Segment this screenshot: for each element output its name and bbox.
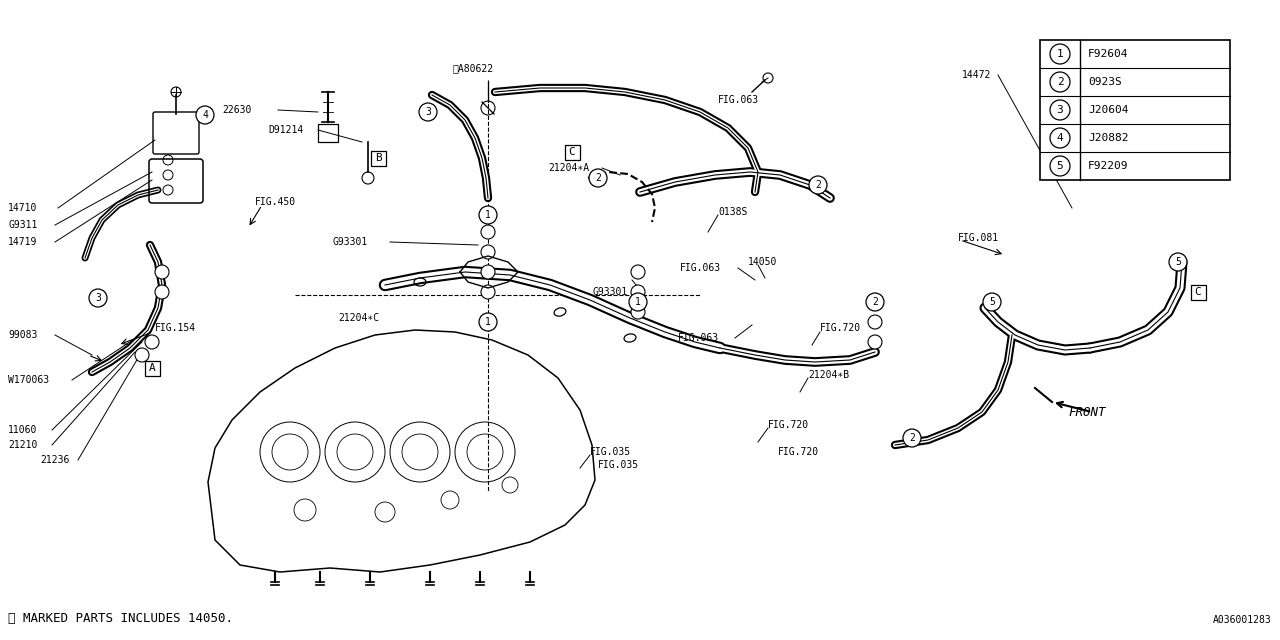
Text: J20604: J20604 (1088, 105, 1129, 115)
Text: FIG.154: FIG.154 (155, 323, 196, 333)
Text: F92209: F92209 (1088, 161, 1129, 171)
Text: A036001283: A036001283 (1213, 615, 1272, 625)
Text: 14719: 14719 (8, 237, 37, 247)
Bar (1190, 285, 1206, 300)
Circle shape (196, 106, 214, 124)
Text: 5: 5 (1056, 161, 1064, 171)
Text: G9311: G9311 (8, 220, 37, 230)
Text: 1: 1 (1056, 49, 1064, 59)
Text: A: A (148, 363, 155, 373)
Text: 11060: 11060 (8, 425, 37, 435)
Text: FIG.081: FIG.081 (957, 233, 1000, 243)
Text: FIG.720: FIG.720 (820, 323, 861, 333)
Text: B: B (375, 153, 381, 163)
Circle shape (628, 293, 646, 311)
Text: 21204∗B: 21204∗B (808, 370, 849, 380)
Text: FIG.063: FIG.063 (718, 95, 759, 105)
Text: 2: 2 (872, 297, 878, 307)
Circle shape (481, 245, 495, 259)
Text: F92604: F92604 (1088, 49, 1129, 59)
Text: 1: 1 (635, 297, 641, 307)
Text: FIG.720: FIG.720 (778, 447, 819, 457)
Circle shape (1050, 128, 1070, 148)
Bar (370, 150, 385, 166)
Text: 2: 2 (909, 433, 915, 443)
Text: 21210: 21210 (8, 440, 37, 450)
Text: G93301: G93301 (593, 287, 627, 297)
Text: 22630: 22630 (221, 105, 251, 115)
Text: FIG.063: FIG.063 (680, 263, 721, 273)
Circle shape (134, 348, 148, 362)
Text: FIG.720: FIG.720 (768, 420, 809, 430)
Circle shape (1050, 72, 1070, 92)
Text: 3: 3 (425, 107, 431, 117)
Text: 1: 1 (485, 210, 492, 220)
Circle shape (631, 265, 645, 279)
Text: 21204∗A: 21204∗A (548, 163, 589, 173)
Circle shape (90, 289, 108, 307)
Bar (145, 360, 160, 376)
Bar (317, 124, 338, 142)
Circle shape (809, 176, 827, 194)
Text: 5: 5 (989, 297, 995, 307)
Circle shape (1050, 44, 1070, 64)
Text: 4: 4 (1056, 133, 1064, 143)
Circle shape (868, 315, 882, 329)
Text: 4: 4 (202, 110, 207, 120)
Text: 3: 3 (1056, 105, 1064, 115)
Text: 99083: 99083 (8, 330, 37, 340)
Text: D91214: D91214 (268, 125, 303, 135)
Text: 14472: 14472 (963, 70, 992, 80)
Text: C: C (1194, 287, 1202, 297)
Circle shape (481, 285, 495, 299)
Text: 5: 5 (1175, 257, 1181, 267)
Circle shape (481, 225, 495, 239)
Circle shape (481, 265, 495, 279)
Text: 14710: 14710 (8, 203, 37, 213)
Circle shape (868, 335, 882, 349)
Text: 21204∗C: 21204∗C (338, 313, 379, 323)
Text: W170063: W170063 (8, 375, 49, 385)
Text: 21236: 21236 (40, 455, 69, 465)
Text: 0923S: 0923S (1088, 77, 1121, 87)
Text: FIG.063: FIG.063 (678, 333, 719, 343)
Text: ※A80622: ※A80622 (452, 63, 493, 73)
Circle shape (983, 293, 1001, 311)
Text: 2: 2 (1056, 77, 1064, 87)
Circle shape (867, 293, 884, 311)
Circle shape (589, 169, 607, 187)
Bar (564, 145, 580, 159)
Text: ※ MARKED PARTS INCLUDES 14050.: ※ MARKED PARTS INCLUDES 14050. (8, 612, 233, 625)
Circle shape (479, 206, 497, 224)
Circle shape (1050, 100, 1070, 120)
Text: FRONT: FRONT (1068, 406, 1106, 419)
Circle shape (631, 305, 645, 319)
Circle shape (1169, 253, 1187, 271)
Text: FIG.450: FIG.450 (255, 197, 296, 207)
Text: FIG.035: FIG.035 (598, 460, 639, 470)
Circle shape (155, 265, 169, 279)
Circle shape (1050, 156, 1070, 176)
Text: 1: 1 (485, 317, 492, 327)
Circle shape (419, 103, 436, 121)
Bar (1039, 40, 1230, 180)
Text: C: C (568, 147, 576, 157)
Text: 14050: 14050 (748, 257, 777, 267)
Text: FIG.035: FIG.035 (590, 447, 631, 457)
Text: 2: 2 (595, 173, 600, 183)
Text: J20882: J20882 (1088, 133, 1129, 143)
Circle shape (631, 285, 645, 299)
Text: G93301: G93301 (332, 237, 367, 247)
Text: 3: 3 (95, 293, 101, 303)
Text: 0138S: 0138S (718, 207, 748, 217)
Circle shape (155, 285, 169, 299)
Circle shape (902, 429, 922, 447)
Circle shape (479, 313, 497, 331)
Text: 2: 2 (815, 180, 820, 190)
Circle shape (145, 335, 159, 349)
